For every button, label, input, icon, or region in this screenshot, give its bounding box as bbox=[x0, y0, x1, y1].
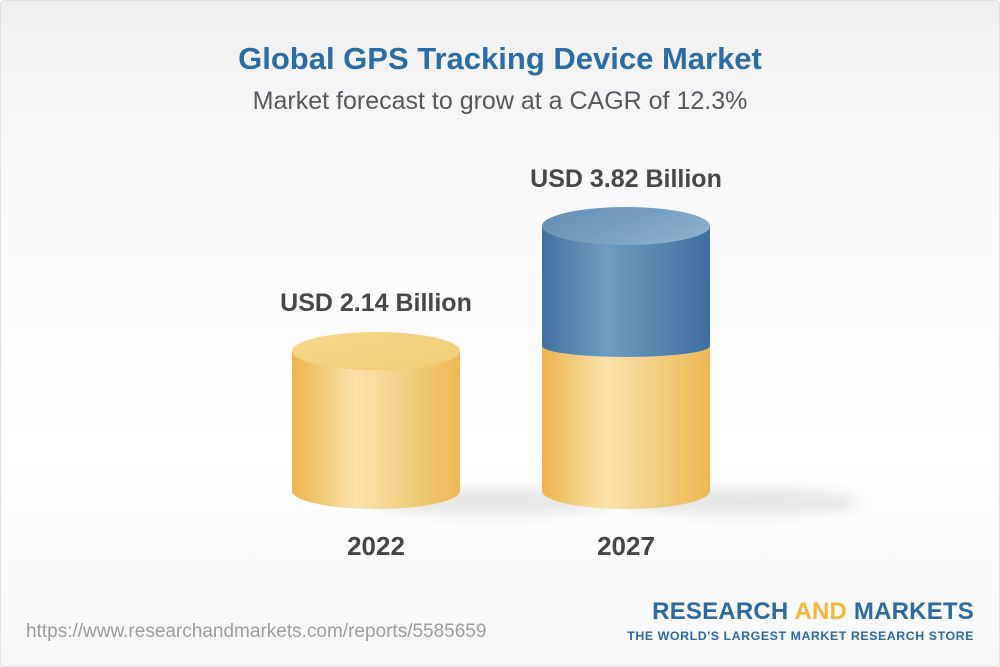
cylinder-2022-top bbox=[292, 332, 460, 370]
value-label-2022: USD 2.14 Billion bbox=[280, 289, 472, 317]
report-url: https://www.researchandmarkets.com/repor… bbox=[26, 621, 487, 642]
value-label-2027: USD 3.82 Billion bbox=[530, 165, 722, 193]
category-label-2027: 2027 bbox=[597, 531, 655, 561]
logo-word-markets: MARKETS bbox=[853, 598, 974, 625]
page-subtitle: Market forecast to grow at a CAGR of 12.… bbox=[252, 87, 748, 115]
logo-wordmark: RESEARCH AND MARKETS bbox=[627, 600, 974, 624]
page-title: Global GPS Tracking Device Market bbox=[238, 41, 762, 76]
logo-tagline: THE WORLD'S LARGEST MARKET RESEARCH STOR… bbox=[627, 629, 974, 643]
cylinder-2027-top bbox=[542, 207, 710, 245]
research-and-markets-logo: RESEARCH AND MARKETS THE WORLD'S LARGEST… bbox=[627, 600, 974, 643]
cylinder-bar-2022 bbox=[292, 332, 460, 509]
cylinder-2027-growth-segment bbox=[542, 226, 710, 357]
cylinder-2027-base-segment bbox=[542, 346, 710, 509]
cylinder-bar-2027 bbox=[542, 207, 710, 509]
logo-word-and: AND bbox=[794, 598, 848, 625]
category-label-2022: 2022 bbox=[347, 531, 405, 561]
cylinder-2022-body bbox=[292, 351, 460, 509]
logo-word-research: RESEARCH bbox=[652, 598, 789, 625]
